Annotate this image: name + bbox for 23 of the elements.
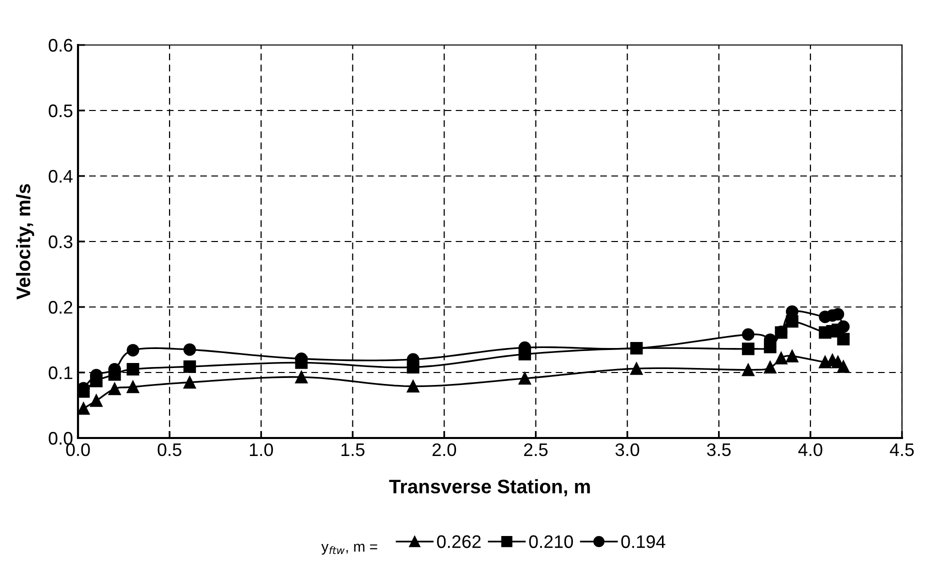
y-axis-title: Velocity, m/s [16,184,34,300]
x-tick-label: 3.0 [615,443,640,456]
x-tick-label: 4.0 [798,443,822,456]
legend-label: 0.194 [621,535,666,548]
legend-label: 0.262 [437,535,481,548]
y-tick-label: 0.6 [48,38,72,52]
x-tick-label: 2.0 [432,443,456,456]
y-tick-label: 0.1 [48,366,72,380]
y-tick-label: 0.3 [48,235,72,248]
legend-title: y$_{ftw}$, m = [321,544,378,555]
x-axis-title: Transverse Station, m [389,479,590,496]
x-tick-label: 0.5 [158,443,182,456]
y-tick-label: 0.4 [48,170,73,183]
y-tick-label: 0.5 [48,104,72,118]
x-tick-label: 4.5 [890,444,914,456]
legend-label: 0.210 [529,535,573,548]
x-tick-label: 0.0 [66,443,90,456]
y-tick-label: 0.0 [48,432,72,445]
y-tick-label: 0.2 [48,300,72,314]
x-tick-label: 1.0 [250,443,273,456]
x-tick-label: 1.5 [341,444,364,456]
x-tick-label: 3.5 [707,443,731,456]
x-tick-label: 2.5 [524,443,548,456]
